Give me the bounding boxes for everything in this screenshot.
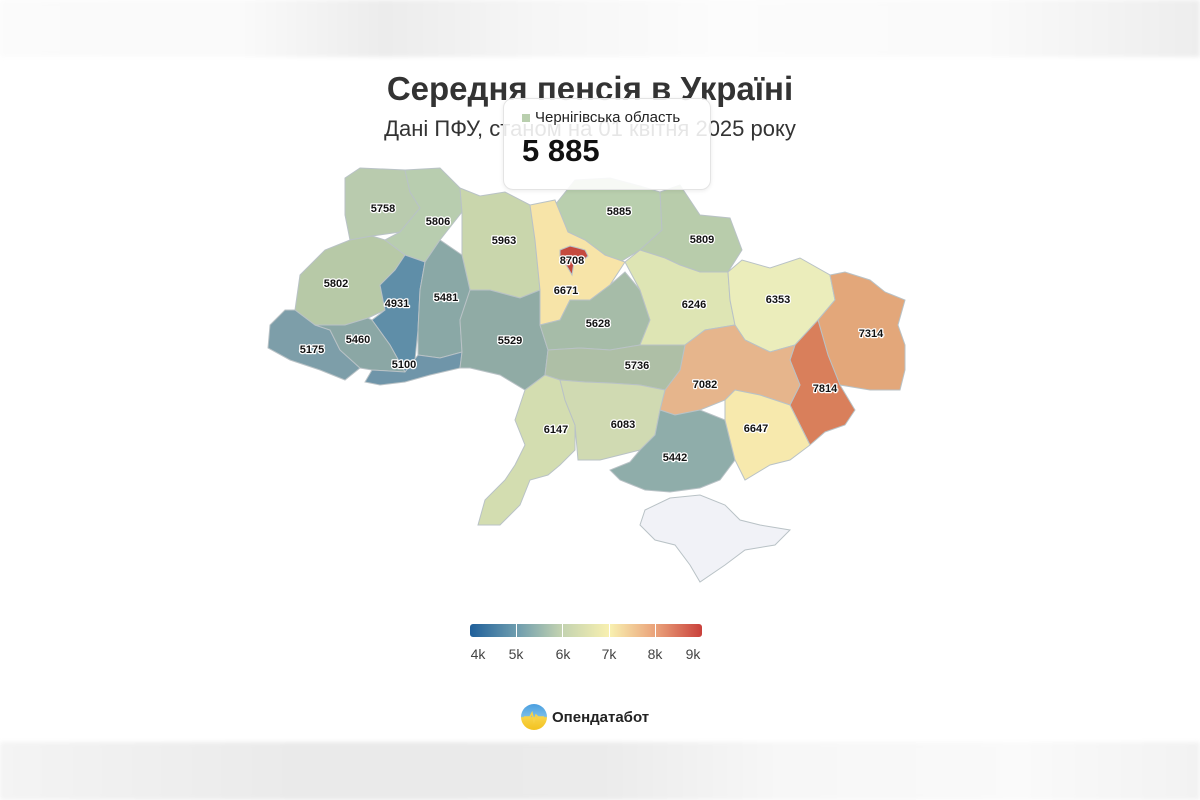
brand-logo-link[interactable]: Опендатабот [521,704,649,730]
legend-tick-4k: 4k [470,646,486,662]
tooltip-region-name: Чернігівська область [535,109,681,126]
region-zhytomyr[interactable] [459,187,541,299]
region-odesa[interactable] [477,374,576,526]
legend-tick-8k: 8k [647,646,663,662]
region-zaporizhzhia[interactable] [724,389,811,481]
legend-segment-4k-5k [470,624,517,637]
legend-color-bar [470,624,702,637]
blurred-top-band [0,0,1200,57]
region-kherson[interactable] [609,409,736,493]
legend-tick-7k: 7k [601,646,617,662]
legend-tick-9k: 9k [685,646,701,662]
color-legend: 4k 5k 6k 7k 8k 9k [470,624,702,666]
legend-segment-5k-6k [516,624,564,637]
legend-tick-5k: 5k [508,646,524,662]
region-crimea[interactable] [639,494,792,583]
opendatabot-logo-icon [521,704,547,730]
tooltip-color-swatch [522,113,530,122]
region-kyiv-city[interactable] [559,245,589,277]
region-tooltip: Чернігівська область 5 885 [503,98,711,190]
legend-ticks: 4k 5k 6k 7k 8k 9k [470,646,702,666]
legend-segment-7k-8k [609,624,657,637]
blurred-bottom-band [0,742,1200,800]
brand-name: Опендатабот [552,708,650,726]
tooltip-header: Чернігівська область [522,109,680,126]
region-vinnytsia[interactable] [459,289,549,391]
legend-tick-6k: 6k [555,646,571,662]
legend-segment-6k-7k [563,624,610,637]
region-lviv[interactable] [294,235,406,326]
legend-segment-8k-9k [656,624,702,637]
tooltip-value: 5 885 [522,133,600,168]
